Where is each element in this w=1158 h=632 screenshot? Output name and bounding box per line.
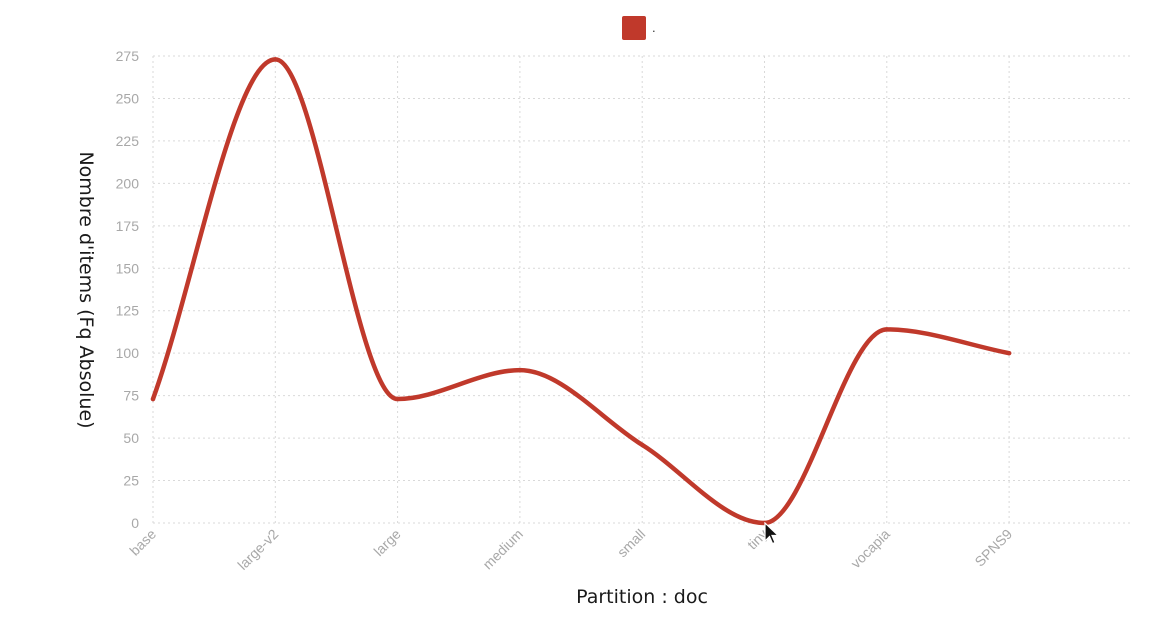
y-tick-label: 200 — [116, 175, 140, 191]
data-point[interactable] — [150, 396, 156, 402]
legend-label: . — [652, 20, 656, 35]
y-tick-label: 225 — [116, 133, 140, 149]
data-point[interactable] — [517, 367, 523, 373]
y-tick-label: 50 — [123, 430, 139, 446]
data-point[interactable] — [1006, 350, 1012, 356]
y-tick-label: 250 — [116, 90, 140, 106]
y-axis-ticks: 0 25 50 75 100 125 150 175 200 225 250 275 — [116, 48, 140, 531]
x-tick-label: small — [614, 526, 648, 560]
y-tick-label: 25 — [123, 473, 139, 489]
data-point[interactable] — [395, 396, 400, 402]
series-line[interactable] — [150, 57, 1012, 526]
series-layer — [150, 57, 1012, 526]
x-tick-label: large — [370, 526, 403, 559]
y-tick-label: 0 — [131, 515, 139, 531]
x-tick-label: vocapia — [847, 526, 893, 572]
data-point[interactable] — [640, 442, 645, 448]
y-tick-label: 275 — [116, 48, 140, 64]
x-axis-title: Partition : doc — [576, 586, 708, 608]
x-tick-label: medium — [479, 526, 526, 573]
y-tick-label: 150 — [116, 260, 140, 276]
legend-swatch[interactable] — [622, 16, 646, 40]
grid — [152, 55, 1130, 524]
y-tick-label: 125 — [116, 303, 140, 319]
data-point[interactable] — [273, 57, 278, 62]
y-tick-label: 75 — [123, 388, 139, 404]
x-axis-ticks: base large-v2 large medium small tiny vocapia S… — [126, 526, 1015, 573]
x-tick-label: large-v2 — [234, 526, 281, 573]
mouse-pointer-icon — [764, 521, 780, 551]
y-tick-label: 175 — [116, 218, 140, 234]
data-point[interactable] — [884, 327, 889, 332]
y-tick-label: 100 — [116, 345, 140, 361]
legend[interactable]: . — [622, 16, 656, 40]
x-tick-label: SPNS9 — [971, 526, 1015, 570]
y-axis-title: Nombre d'items (Fq Absolue) — [75, 151, 97, 428]
